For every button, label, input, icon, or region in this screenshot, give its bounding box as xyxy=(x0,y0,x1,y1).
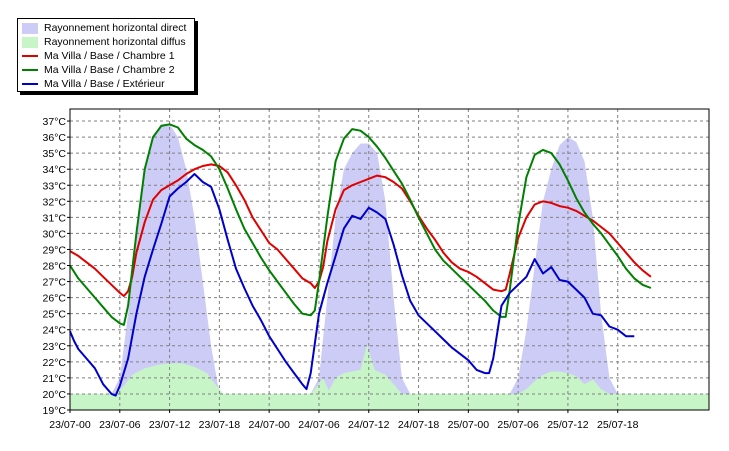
y-tick-label: 28°C xyxy=(43,261,67,273)
legend-item-exterieur: Ma Villa / Base / Extérieur xyxy=(22,77,165,91)
line-ma-villa-base-exterieur xyxy=(69,173,635,397)
x-tick-label: 23/07-06 xyxy=(99,419,141,431)
grid xyxy=(70,109,709,410)
legend-item-diffus: Rayonnement horizontal diffus xyxy=(22,35,186,49)
area-rayonnement-horizontal-direct xyxy=(70,124,709,411)
legend-swatch-chambre-1 xyxy=(22,55,38,57)
legend-label-chambre-1: Ma Villa / Base / Chambre 1 xyxy=(44,50,175,62)
x-tick-label: 24/07-18 xyxy=(398,419,440,431)
x-tick-label: 25/07-00 xyxy=(448,419,490,431)
y-tick-label: 21°C xyxy=(43,373,67,385)
legend-label-direct: Rayonnement horizontal direct xyxy=(44,22,187,34)
y-tick-label: 27°C xyxy=(43,277,67,289)
legend-label-exterieur: Ma Villa / Base / Extérieur xyxy=(44,78,165,90)
legend-swatch-direct xyxy=(22,22,38,34)
x-tick-label: 24/07-12 xyxy=(348,419,390,431)
y-tick-label: 30°C xyxy=(43,228,67,240)
y-tick-label: 32°C xyxy=(43,196,67,208)
legend-item-chambre-2: Ma Villa / Base / Chambre 2 xyxy=(22,63,175,77)
y-tick-label: 34°C xyxy=(43,164,67,176)
x-tick-label: 23/07-00 xyxy=(49,419,91,431)
y-tick-label: 31°C xyxy=(43,212,67,224)
y-tick-label: 37°C xyxy=(43,116,67,128)
y-tick-label: 19°C xyxy=(43,405,67,417)
legend-swatch-chambre-2 xyxy=(22,69,38,71)
area-series xyxy=(70,124,709,411)
legend-swatch-exterieur xyxy=(22,83,38,85)
x-tick-label: 24/07-06 xyxy=(298,419,340,431)
x-tick-label: 25/07-18 xyxy=(597,419,639,431)
y-tick-label: 25°C xyxy=(43,309,67,321)
line-series xyxy=(69,123,652,397)
y-tick-label: 24°C xyxy=(43,325,67,337)
plot-frame xyxy=(69,108,710,411)
y-tick-label: 35°C xyxy=(43,148,67,160)
x-axis-ticks: 23/07-00 23/07-06 23/07-12 23/07-18 24/07-00… xyxy=(49,410,639,431)
y-tick-label: 23°C xyxy=(43,341,67,353)
legend-swatch-diffus xyxy=(22,36,38,48)
area-rayonnement-horizontal-diffus xyxy=(70,344,709,410)
x-tick-label: 25/07-06 xyxy=(497,419,539,431)
legend-item-direct: Rayonnement horizontal direct xyxy=(22,21,186,35)
line-ma-villa-base-chambre-1 xyxy=(69,163,652,297)
legend-item-chambre-1: Ma Villa / Base / Chambre 1 xyxy=(22,49,175,63)
y-tick-label: 26°C xyxy=(43,293,67,305)
y-axis-ticks: 19°C 20°C 21°C 22°C 23°C 24°C 25°C 26°C 27°C 28°C… xyxy=(43,116,70,417)
x-tick-label: 25/07-12 xyxy=(547,419,589,431)
y-tick-label: 29°C xyxy=(43,244,67,256)
legend-label-diffus: Rayonnement horizontal diffus xyxy=(44,36,186,48)
legend: Rayonnement horizontal direct Rayonnemen… xyxy=(17,18,195,92)
x-tick-label: 23/07-18 xyxy=(199,419,241,431)
line-ma-villa-base-chambre-2 xyxy=(69,123,652,326)
y-tick-label: 36°C xyxy=(43,132,67,144)
y-tick-label: 33°C xyxy=(43,180,67,192)
x-tick-label: 24/07-00 xyxy=(248,419,290,431)
legend-label-chambre-2: Ma Villa / Base / Chambre 2 xyxy=(44,64,175,76)
y-tick-label: 22°C xyxy=(43,357,67,369)
y-tick-label: 20°C xyxy=(43,389,67,401)
x-tick-label: 23/07-12 xyxy=(149,419,191,431)
